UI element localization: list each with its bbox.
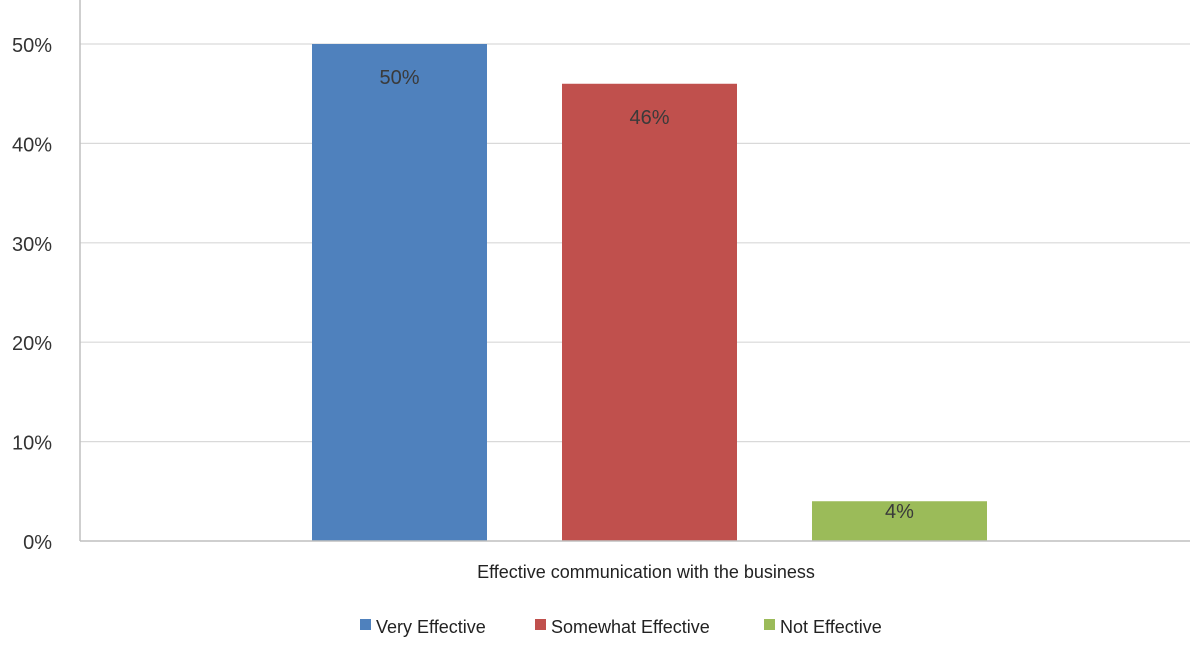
y-axis-ticks: 0% 10% 20% 30% 40% 50% [12,35,52,554]
y-tick-label: 30% [12,234,52,256]
bar-not-effective [812,501,987,541]
legend-swatch [764,619,775,630]
legend-label: Very Effective [376,617,486,637]
data-labels: 50% 46% 4% [379,67,914,523]
y-tick-label: 20% [12,333,52,355]
legend-label: Somewhat Effective [551,617,710,637]
y-tick-label: 0% [23,532,52,554]
legend-swatch [360,619,371,630]
category-label: Effective communication with the busines… [477,562,815,582]
y-tick-label: 10% [12,433,52,455]
y-tick-label: 50% [12,35,52,57]
data-label: 46% [629,107,669,129]
legend: Very Effective Somewhat Effective Not Effe… [360,617,882,637]
bar-somewhat-effective [562,83,737,541]
bars [312,44,987,541]
data-label: 4% [885,501,914,523]
bar-very-effective [312,44,487,541]
legend-label: Not Effective [780,617,882,637]
y-tick-label: 40% [12,134,52,156]
data-label: 50% [379,67,419,89]
legend-swatch [535,619,546,630]
